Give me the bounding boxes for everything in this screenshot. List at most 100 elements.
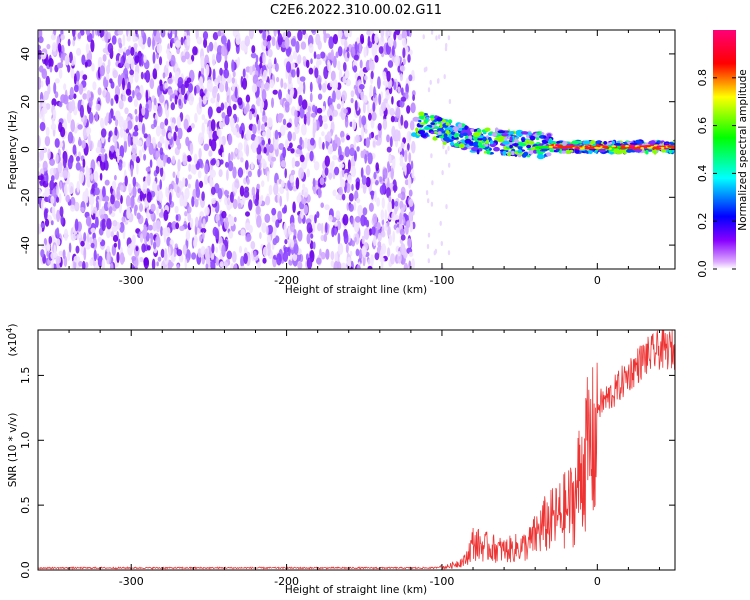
spectrogram-noise-cell <box>217 220 221 227</box>
spectrogram-noise-cell <box>350 216 354 225</box>
spectrogram-noise-cell <box>114 110 121 120</box>
spectrogram-noise-cell <box>90 227 96 233</box>
spectrogram-noise-cell <box>433 250 436 256</box>
spectrogram-noise-cell <box>354 236 357 243</box>
spectrogram-y-ticks: -40 -20 0 20 40 <box>19 47 675 254</box>
spectrogram-noise-cell <box>344 39 348 51</box>
spectrogram-noise-cell <box>440 241 443 246</box>
spectrogram-noise-cell <box>312 221 316 233</box>
spectrogram-noise-cell <box>105 91 111 104</box>
spectrogram-noise-cell <box>127 183 132 194</box>
spectrogram-noise-cell <box>273 30 277 37</box>
spectrogram-noise-cell <box>293 229 297 236</box>
spectrogram-noise-cell <box>46 243 51 251</box>
spectrogram-noise-cell <box>303 204 309 215</box>
spectrogram-noise-cell <box>332 155 338 161</box>
spectrogram-noise-cell <box>103 195 110 202</box>
spectrogram-noise-cell <box>273 183 279 196</box>
spectrogram-noise-cell <box>110 194 115 205</box>
spectrogram-noise-cell <box>263 147 267 154</box>
spectrogram-noise-cell <box>38 188 42 196</box>
spectrogram-noise-cell <box>245 129 252 141</box>
spectrogram-noise-cell <box>283 204 287 214</box>
spectrogram-noise-cell <box>228 95 232 109</box>
spectrogram-noise-cell <box>332 189 337 197</box>
spectrogram-noise-cell <box>264 213 271 223</box>
spectrogram-signal-cell <box>556 141 561 144</box>
spectrogram-noise-cell <box>235 148 238 155</box>
spectrogram-noise-cell <box>350 97 354 104</box>
spectrogram-noise-cell <box>190 123 195 129</box>
spectrogram-noise-cell <box>442 144 445 150</box>
spectrogram-noise-cell <box>68 182 75 195</box>
spectrogram-noise-cell <box>95 216 99 228</box>
spectrogram-noise-cell <box>191 252 197 260</box>
spectrogram-noise-cell <box>284 239 288 245</box>
spectrogram-noise-cell <box>312 122 317 133</box>
spectrogram-noise-cell <box>324 204 330 211</box>
spectrogram-noise-cell <box>266 170 270 183</box>
spectrogram-noise-cell <box>169 192 172 205</box>
spectrogram-noise-cell <box>226 169 229 181</box>
spectrogram-noise-cell <box>102 54 107 62</box>
spectrogram-noise-cell <box>337 60 341 71</box>
spectrogram-peak-cell <box>655 147 662 150</box>
spectrogram-noise-cell <box>141 123 146 135</box>
spectrogram-noise-cell <box>301 161 307 170</box>
spectrogram-noise-cell <box>122 161 126 168</box>
spectrogram-noise-cell <box>115 117 119 127</box>
spectrogram-noise-cell <box>244 160 249 170</box>
spectrogram-noise-cell <box>256 183 261 190</box>
spectrogram-noise-cell <box>91 183 95 194</box>
spectrogram-noise-cell <box>155 125 161 137</box>
spectrogram-noise-cell <box>400 114 404 126</box>
spectrogram-noise-cell <box>168 246 171 258</box>
spectrogram-noise-cell <box>106 251 110 265</box>
spectrogram-noise-cell <box>295 177 300 190</box>
spectrogram-noise-cell <box>111 35 117 45</box>
spectrogram-noise-cell <box>201 122 205 135</box>
spectrogram-noise-cell <box>112 69 118 79</box>
spectrogram-noise-cell <box>368 202 374 212</box>
spectrogram-noise-cell <box>331 227 335 238</box>
spectrogram-noise-cell <box>205 64 210 77</box>
spectrogram-noise-cell <box>44 135 51 147</box>
spectrogram-noise-cell <box>359 69 365 79</box>
spectrogram-noise-cell <box>362 207 368 216</box>
spectrogram-noise-cell <box>323 233 328 243</box>
spectrogram-noise-cell <box>257 261 261 268</box>
spectrogram-noise-cell <box>182 177 186 187</box>
spectrogram-noise-cell <box>231 251 237 263</box>
spectrogram-noise-cell <box>93 171 99 183</box>
spectrogram-noise-cell <box>382 168 388 180</box>
spectrogram-noise-cell <box>339 154 344 161</box>
spectrogram-noise-cell <box>124 107 129 115</box>
spectrogram-noise-cell <box>343 232 349 245</box>
spectrogram-noise-cell <box>89 236 93 244</box>
spectrogram-signal-cell <box>569 149 574 153</box>
spectrogram-noise-cell <box>123 131 127 142</box>
snr-y-ticks: 0.0 0.5 1.0 1.5 <box>19 367 675 579</box>
spectrogram-noise-cell <box>379 249 383 261</box>
spectrogram-noise-cell <box>132 134 139 146</box>
spectrogram-noise-cell <box>147 173 151 186</box>
spectrogram-noise-cell <box>133 98 138 108</box>
spectrogram-noise-cell <box>303 113 307 126</box>
spectrogram-noise-cell <box>201 114 206 121</box>
spectrogram-noise-cell <box>262 160 267 169</box>
spectrogram-noise-cell <box>51 50 57 56</box>
spectrogram-noise-cell <box>58 62 64 69</box>
spectrogram-noise-cell <box>394 55 400 67</box>
snr-y-label: SNR (10 * v/v) <box>7 413 19 488</box>
spectrogram-noise-cell <box>397 65 401 73</box>
spectrogram-noise-cell <box>310 145 314 151</box>
spectrogram-signal-cell <box>489 140 494 145</box>
spectrogram-noise-cell <box>55 255 62 264</box>
spectrogram-noise-cell <box>50 175 55 182</box>
spectrogram-noise-cell <box>388 153 392 163</box>
spectrogram-noise-cell <box>205 91 210 98</box>
spectrogram-noise-cell <box>121 216 126 223</box>
spectrogram-noise-cell <box>156 261 159 267</box>
spectrogram-noise-cell <box>350 165 357 178</box>
spectrogram-signal-cell <box>546 133 552 137</box>
